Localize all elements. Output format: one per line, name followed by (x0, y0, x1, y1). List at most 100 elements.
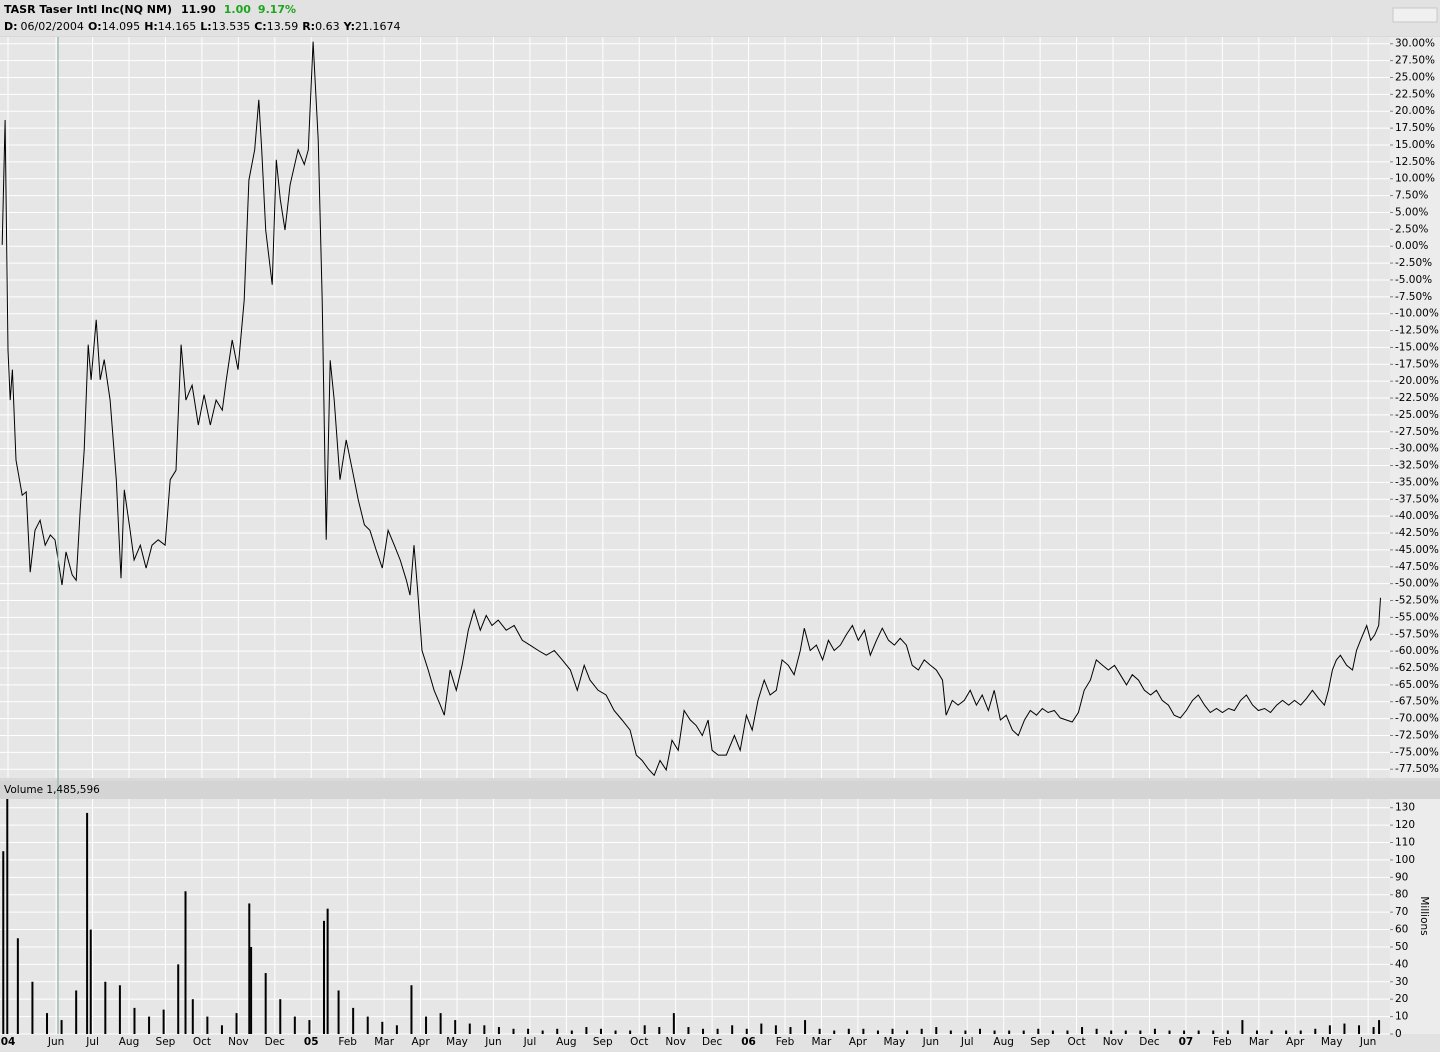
volume-bar (133, 1007, 136, 1034)
volume-bar (847, 1028, 850, 1034)
ohlc-value: 14.095 (102, 20, 141, 33)
y-tick-label: 10 (1395, 1011, 1408, 1023)
x-tick-label: Jul (523, 1036, 537, 1048)
x-tick-label: Nov (665, 1036, 686, 1048)
volume-bar (118, 985, 121, 1034)
volume-bar (410, 985, 413, 1034)
y-tick-label: -62.50% (1395, 662, 1439, 674)
volume-bar (891, 1028, 894, 1034)
volume-bar (1328, 1025, 1331, 1034)
x-tick-label: May (446, 1036, 468, 1048)
y-tick-label: 17.50% (1395, 122, 1435, 134)
ohlc-value: 21.1674 (355, 20, 401, 33)
volume-bar (920, 1028, 923, 1034)
x-tick-label: Jul (85, 1036, 99, 1048)
volume-bar (1197, 1030, 1200, 1034)
volume-bar (326, 908, 329, 1034)
y-tick-label: -65.00% (1395, 679, 1439, 691)
x-tick-label: Sep (593, 1036, 613, 1048)
y-tick-label: -17.50% (1395, 358, 1439, 370)
y-tick-label: 60 (1395, 924, 1408, 936)
x-tick-label: May (883, 1036, 905, 1048)
x-tick-label: Sep (1030, 1036, 1050, 1048)
volume-bar (1241, 1020, 1244, 1034)
x-tick-label: Jun (47, 1036, 64, 1048)
x-tick-label: Feb (338, 1036, 357, 1048)
volume-plot (0, 799, 1390, 1034)
y-tick-label: 0 (1395, 1028, 1402, 1040)
y-tick-label: -27.50% (1395, 426, 1439, 438)
volume-bar (1212, 1030, 1215, 1034)
y-tick-label: -20.00% (1395, 375, 1439, 387)
volume-bar (1358, 1025, 1361, 1034)
volume-bar (279, 999, 282, 1034)
volume-bar (949, 1030, 952, 1034)
volume-bar (1124, 1030, 1127, 1034)
volume-bar (978, 1028, 981, 1034)
x-tick-label: Jul (960, 1036, 974, 1048)
ohlc-label: Y: (343, 20, 355, 33)
y-tick-label: 80 (1395, 889, 1408, 901)
y-tick-label: -42.50% (1395, 527, 1439, 539)
volume-bar (31, 981, 34, 1034)
header-box (1392, 7, 1438, 23)
volume-bar (250, 946, 253, 1034)
y-tick-label: -15.00% (1395, 341, 1439, 353)
y-tick-label: -45.00% (1395, 544, 1439, 556)
volume-bar (512, 1028, 515, 1034)
volume-header (0, 781, 1440, 799)
ohlc-label: H: (144, 20, 158, 33)
y-tick-label: 20 (1395, 993, 1408, 1005)
volume-bar (1051, 1030, 1054, 1034)
volume-bar (75, 990, 78, 1034)
volume-bar (177, 964, 180, 1034)
y-tick-label: 30.00% (1395, 38, 1435, 50)
volume-bar (906, 1030, 909, 1034)
volume-bar (599, 1028, 602, 1034)
x-tick-label: Jun (922, 1036, 939, 1048)
y-tick-label: -37.50% (1395, 493, 1439, 505)
header-line: TASR Taser Intl Inc(NQ NM) 11.90 1.00 9.17% (4, 3, 296, 16)
volume-bar (789, 1027, 792, 1034)
last-price: 11.90 (181, 3, 216, 16)
ohlc-value: 0.63 (315, 20, 340, 33)
ohlc-line: D: 06/02/2004 O:14.095 H:14.165 L:13.535 C:13… (4, 20, 401, 33)
volume-bar (541, 1030, 544, 1034)
y-tick-label: -70.00% (1395, 713, 1439, 725)
ohlc-label: C: (254, 20, 266, 33)
volume-bar (191, 999, 194, 1034)
y-tick-label: -10.00% (1395, 308, 1439, 320)
volume-bar (527, 1028, 530, 1034)
volume-bar (818, 1028, 821, 1034)
volume-bar (716, 1028, 719, 1034)
y-tick-label: 5.00% (1395, 206, 1428, 218)
volume-axis-label: Millions (1418, 896, 1430, 935)
y-tick-label: -57.50% (1395, 628, 1439, 640)
change-pct: 9.17% (258, 3, 296, 16)
volume-bar (381, 1021, 384, 1034)
y-tick-label: 40 (1395, 958, 1408, 970)
y-tick-label: 10.00% (1395, 173, 1435, 185)
x-tick-label: Nov (228, 1036, 249, 1048)
marks (1, 41, 1381, 1034)
x-tick-label: Apr (1286, 1036, 1305, 1048)
y-tick-label: 120 (1395, 819, 1415, 831)
volume-bar (162, 1009, 165, 1034)
y-tick-label: 2.50% (1395, 223, 1428, 235)
y-tick-label: 22.50% (1395, 88, 1435, 100)
volume-bar (585, 1027, 588, 1034)
volume-bar (497, 1027, 500, 1034)
header-bar (0, 0, 1440, 36)
volume-bar (687, 1027, 690, 1034)
volume-bar (206, 1016, 209, 1034)
y-tick-label: 27.50% (1395, 55, 1435, 67)
volume-bar (184, 891, 187, 1034)
y-tick-label: -32.50% (1395, 460, 1439, 472)
volume-bar (235, 1013, 238, 1034)
y-tick-label: -50.00% (1395, 578, 1439, 590)
volume-bar (1372, 1027, 1375, 1034)
x-tick-label: Mar (374, 1036, 394, 1048)
y-tick-label: -67.50% (1395, 696, 1439, 708)
volume-bar (454, 1020, 457, 1034)
